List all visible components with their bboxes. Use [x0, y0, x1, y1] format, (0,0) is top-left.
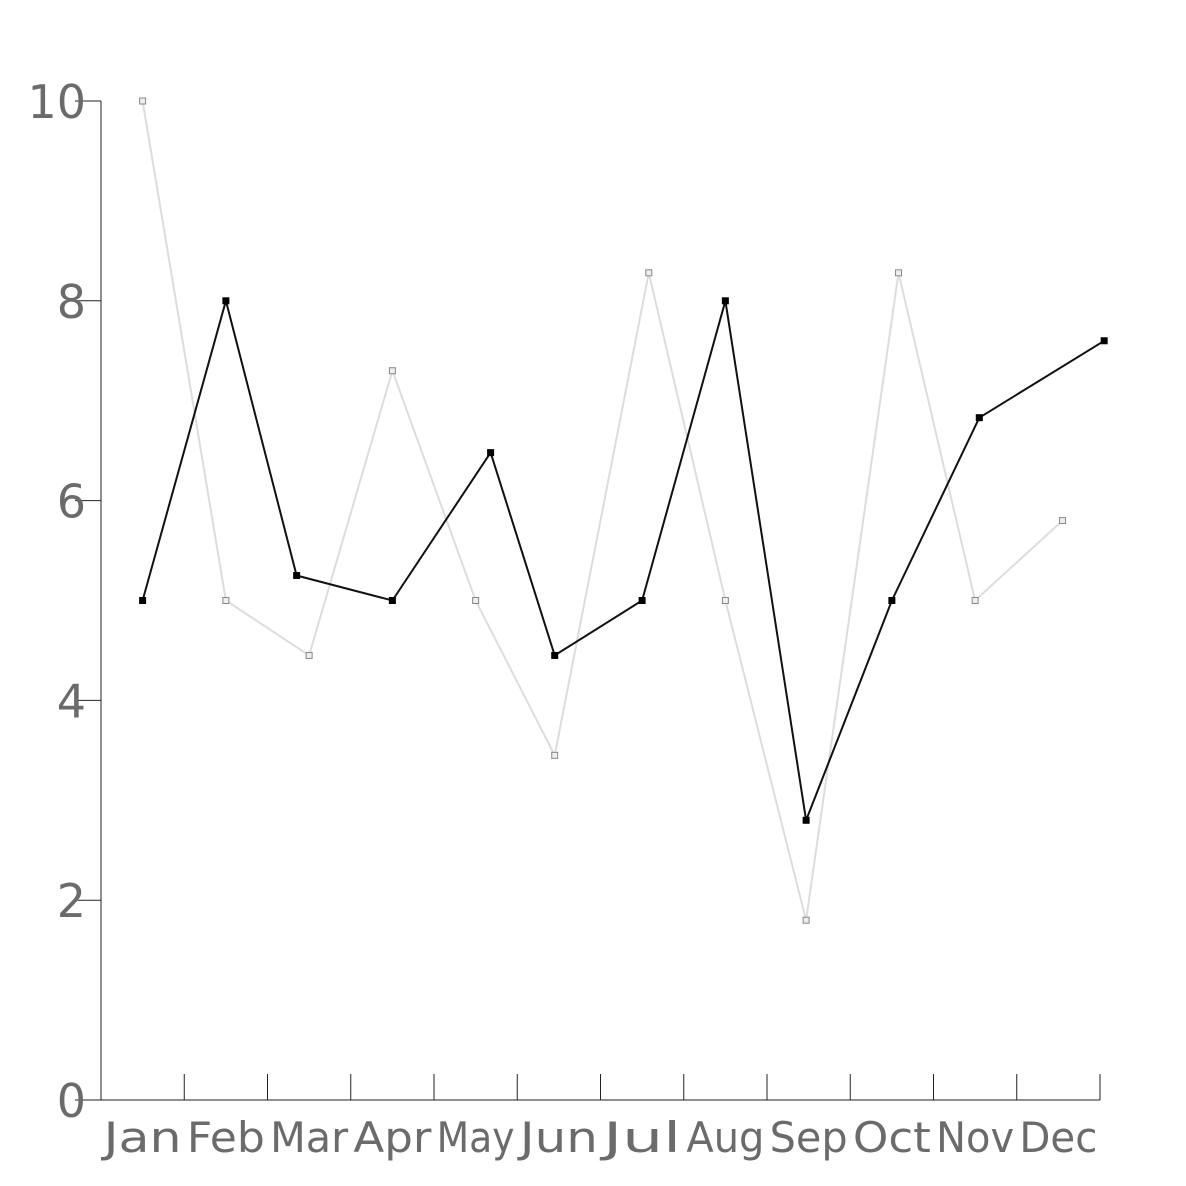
data-point: [971, 597, 979, 604]
y-tick-label: 6: [57, 475, 86, 529]
data-point: [388, 597, 396, 604]
y-tick-label: 4: [57, 674, 86, 728]
x-tick-label: Apr: [353, 1113, 432, 1162]
y-tick-label: 10: [27, 75, 86, 129]
y-tick-label: 2: [57, 874, 86, 928]
series-line: [141, 296, 1105, 825]
x-tick-label: Jul: [599, 1113, 682, 1162]
x-tick-label: Jan: [100, 1113, 182, 1162]
data-point: [638, 597, 646, 604]
data-point: [551, 651, 559, 659]
x-tick-label: Mar: [270, 1113, 349, 1162]
series-layer: [139, 97, 1108, 924]
series-line: [141, 100, 1064, 921]
x-tick-label: May: [437, 1113, 515, 1162]
data-point: [721, 297, 729, 305]
x-tick-label: Dec: [1019, 1113, 1097, 1162]
x-tick-label: Jun: [516, 1113, 598, 1162]
y-tick-label: 0: [57, 1074, 86, 1128]
x-tick-label: Sep: [770, 1113, 848, 1162]
data-point: [1059, 517, 1067, 525]
data-point: [487, 449, 495, 457]
data-point: [472, 597, 480, 604]
tick-labels: 0 2 4 6 8 10 Jan Feb Mar Apr May Jun Jul Aug Sep Oct Nov…: [27, 75, 1097, 1162]
x-tick-label: Feb: [187, 1113, 265, 1162]
x-tick-label: Oct: [853, 1113, 931, 1162]
data-point: [895, 269, 903, 277]
data-point: [388, 367, 396, 375]
data-point: [802, 916, 810, 924]
data-point: [802, 816, 810, 824]
data-point: [222, 297, 230, 305]
axes: [75, 100, 1101, 1101]
data-point: [975, 414, 983, 422]
x-tick-label: Aug: [686, 1113, 764, 1162]
data-point: [139, 597, 147, 604]
x-tick-label: Nov: [936, 1113, 1014, 1162]
data-point: [139, 97, 147, 105]
data-point: [551, 751, 559, 759]
data-point: [888, 597, 896, 604]
data-point: [645, 269, 653, 277]
series-1: [139, 296, 1108, 825]
data-point: [721, 597, 729, 604]
data-point: [1100, 337, 1108, 345]
data-point: [305, 651, 313, 659]
data-point: [222, 597, 230, 604]
y-tick-label: 8: [57, 275, 86, 329]
data-point: [293, 572, 301, 580]
series-2: [139, 97, 1067, 924]
